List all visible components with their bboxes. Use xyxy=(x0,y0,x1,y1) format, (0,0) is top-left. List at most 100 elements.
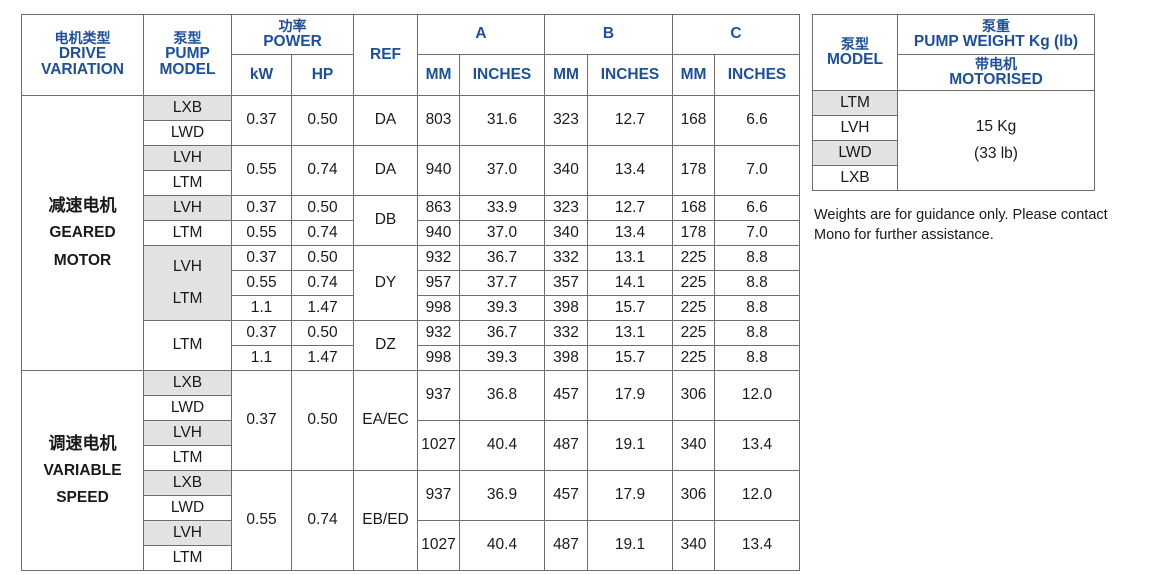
model-cell: LXB xyxy=(143,95,232,121)
dimensions-table: 电机类型 DRIVE VARIATION 泵型 PUMP MODEL 功率 PO… xyxy=(21,14,800,571)
a-inches-cell: 31.6 xyxy=(459,95,545,146)
a-inches-cell: 36.8 xyxy=(459,370,545,421)
ref-cell: DA xyxy=(353,145,418,196)
b-inches-cell: 19.1 xyxy=(587,520,673,571)
hp-cell: 0.74 xyxy=(291,470,354,571)
c-inches-cell: 8.8 xyxy=(714,245,800,271)
c-inches-cell: 12.0 xyxy=(714,470,800,521)
weight-guidance-note: Weights are for guidance only. Please co… xyxy=(814,207,1108,243)
model-cell: LVH xyxy=(143,195,232,221)
b-mm-cell: 340 xyxy=(544,220,588,246)
hp-cell: 0.74 xyxy=(291,145,354,196)
pump-model-header: 泵型 PUMP MODEL xyxy=(143,14,232,96)
kw-cell: 0.37 xyxy=(231,195,292,221)
hp-cell: 0.74 xyxy=(291,270,354,296)
c-mm-cell: 225 xyxy=(672,270,715,296)
b-mm-cell: 332 xyxy=(544,320,588,346)
c-mm-cell: 178 xyxy=(672,145,715,196)
pump-weight-table: 泵型 MODEL 泵重 PUMP WEIGHT Kg (lb) 带电机 MOTO… xyxy=(812,14,1095,191)
hp-cell: 1.47 xyxy=(291,345,354,371)
model-cell: LWD xyxy=(143,495,232,521)
hp-cell: 0.74 xyxy=(291,220,354,246)
a-mm-cell: 803 xyxy=(417,95,460,146)
b-mm-cell: 457 xyxy=(544,470,588,521)
a-inches-cell: 37.7 xyxy=(459,270,545,296)
a-mm-cell: 1027 xyxy=(417,520,460,571)
weight-model-cell: LVH xyxy=(812,115,898,141)
ref-header: REF xyxy=(353,14,418,96)
a-mm-cell: 937 xyxy=(417,370,460,421)
kw-cell: 0.55 xyxy=(231,270,292,296)
c-mm-cell: 340 xyxy=(672,520,715,571)
c-inches-cell: 8.8 xyxy=(714,270,800,296)
c-mm-cell: 225 xyxy=(672,320,715,346)
b-mm-cell: 398 xyxy=(544,295,588,321)
c-mm-header: MM xyxy=(672,54,715,96)
a-mm-cell: 940 xyxy=(417,220,460,246)
ref-cell: DZ xyxy=(353,320,418,371)
b-inches-cell: 14.1 xyxy=(587,270,673,296)
weight-model-cell: LXB xyxy=(812,165,898,191)
model-cell: LTM xyxy=(143,320,232,371)
model-cell: LWD xyxy=(143,120,232,146)
b-inches-cell: 13.4 xyxy=(587,145,673,196)
model-cell: LXB xyxy=(143,370,232,396)
model-cell: LTM xyxy=(143,170,232,196)
power-header: 功率 POWER xyxy=(231,14,354,55)
drive-variable-speed: 调速电机 VARIABLE SPEED xyxy=(21,370,144,571)
b-inches-cell: 15.7 xyxy=(587,345,673,371)
a-inches-cell: 37.0 xyxy=(459,145,545,196)
b-inches-cell: 19.1 xyxy=(587,420,673,471)
weight-value-cell: 15 Kg (33 lb) xyxy=(897,90,1095,191)
b-mm-cell: 323 xyxy=(544,195,588,221)
kw-cell: 0.37 xyxy=(231,245,292,271)
kw-cell: 0.37 xyxy=(231,95,292,146)
ref-cell: DB xyxy=(353,195,418,246)
model-cell: LVH LTM xyxy=(143,245,232,321)
b-mm-cell: 323 xyxy=(544,95,588,146)
drive-variation-header: 电机类型 DRIVE VARIATION xyxy=(21,14,144,96)
weight-lb: (33 lb) xyxy=(974,144,1018,162)
kw-cell: 1.1 xyxy=(231,345,292,371)
kw-cell: 0.55 xyxy=(231,220,292,246)
c-inches-cell: 8.8 xyxy=(714,320,800,346)
c-mm-cell: 168 xyxy=(672,95,715,146)
b-inches-cell: 13.1 xyxy=(587,320,673,346)
c-inches-cell: 13.4 xyxy=(714,520,800,571)
model-cell: LTM xyxy=(143,545,232,571)
b-inches-cell: 13.4 xyxy=(587,220,673,246)
c-inches-cell: 7.0 xyxy=(714,220,800,246)
c-inches-cell: 8.8 xyxy=(714,295,800,321)
weight-model-cell: LWD xyxy=(812,140,898,166)
a-inches-header: INCHES xyxy=(459,54,545,96)
model-cell: LTM xyxy=(143,220,232,246)
a-inches-cell: 40.4 xyxy=(459,420,545,471)
a-mm-cell: 932 xyxy=(417,245,460,271)
kw-cell: 0.55 xyxy=(231,470,292,571)
ref-cell: DY xyxy=(353,245,418,321)
b-inches-header: INCHES xyxy=(587,54,673,96)
c-mm-cell: 340 xyxy=(672,420,715,471)
a-mm-cell: 957 xyxy=(417,270,460,296)
hp-cell: 0.50 xyxy=(291,245,354,271)
a-inches-cell: 37.0 xyxy=(459,220,545,246)
kw-header: kW xyxy=(231,54,292,96)
c-inches-cell: 6.6 xyxy=(714,95,800,146)
model-cell: LVH xyxy=(143,420,232,446)
kw-cell: 1.1 xyxy=(231,295,292,321)
c-mm-cell: 306 xyxy=(672,370,715,421)
a-inches-cell: 36.7 xyxy=(459,245,545,271)
b-mm-cell: 457 xyxy=(544,370,588,421)
b-inches-cell: 12.7 xyxy=(587,195,673,221)
model-cell: LWD xyxy=(143,395,232,421)
b-mm-cell: 487 xyxy=(544,520,588,571)
hp-header: HP xyxy=(291,54,354,96)
c-inches-header: INCHES xyxy=(714,54,800,96)
b-inches-cell: 17.9 xyxy=(587,370,673,421)
c-inches-cell: 7.0 xyxy=(714,145,800,196)
c-inches-cell: 13.4 xyxy=(714,420,800,471)
kw-cell: 0.55 xyxy=(231,145,292,196)
dimension-c-header: C xyxy=(672,14,800,55)
a-mm-header: MM xyxy=(417,54,460,96)
a-mm-cell: 1027 xyxy=(417,420,460,471)
